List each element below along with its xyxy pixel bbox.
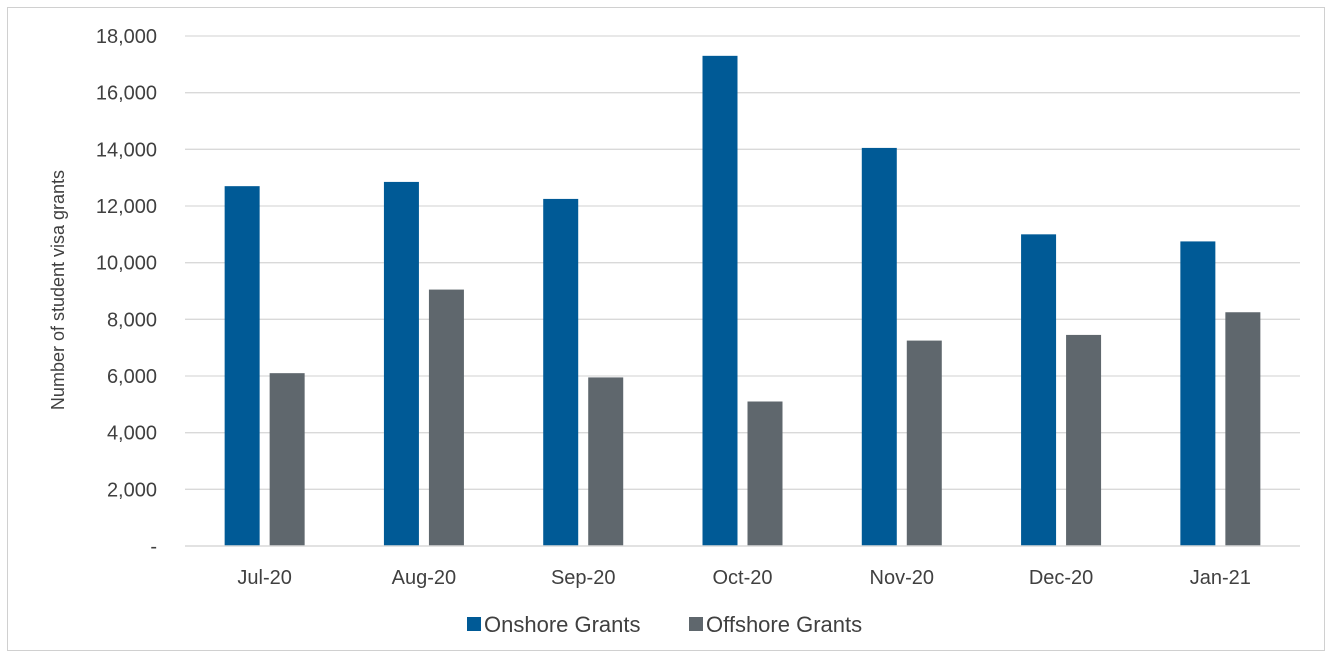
onshore-bar-jan-21 [1180,241,1216,546]
legend-swatch [689,617,703,631]
legend: Onshore Grants Offshore Grants [467,612,862,637]
onshore-bar-aug-20 [383,181,419,546]
y-tick-label: 16,000 [96,83,157,105]
legend-label: Offshore Grants [706,612,862,637]
y-tick-label: 14,000 [96,139,157,161]
bars [224,55,1261,547]
x-tick-label: Jul-20 [237,567,291,589]
offshore-bar-nov-20 [906,340,942,546]
onshore-bar-dec-20 [1021,234,1057,547]
y-tick-label: 4,000 [107,423,157,445]
x-tick-label: Jan-21 [1190,567,1251,589]
y-tick-label: 18,000 [96,26,157,48]
offshore-bar-oct-20 [747,401,783,546]
onshore-bar-jul-20 [224,186,260,546]
onshore-bar-nov-20 [861,147,897,546]
y-axis-title: Number of student visa grants [48,170,68,410]
x-tick-label: Oct-20 [712,567,772,589]
legend-label: Onshore Grants [484,612,641,637]
legend-swatch [467,617,481,631]
y-tick-label: - [150,536,157,558]
offshore-bar-sep-20 [588,377,624,546]
x-tick-label: Nov-20 [870,567,934,589]
y-tick-label: 12,000 [96,196,157,218]
gridlines [185,35,1300,490]
x-tick-label: Sep-20 [551,567,616,589]
y-tick-label: 8,000 [107,309,157,331]
onshore-bar-sep-20 [543,198,579,546]
x-tick-label: Aug-20 [392,567,457,589]
offshore-bar-dec-20 [1066,334,1102,546]
y-tick-label: 10,000 [96,253,157,275]
y-tick-label: 2,000 [107,479,157,501]
offshore-bar-aug-20 [428,289,464,546]
y-axis-ticks: - 2,000 4,000 6,000 8,000 10,000 12,000 14,000 1… [96,26,157,558]
offshore-bar-jan-21 [1225,312,1261,546]
x-axis-ticks: Jul-20 Aug-20 Sep-20 Oct-20 Nov-20 Dec-20 Jan-… [237,567,1251,589]
y-tick-label: 6,000 [107,366,157,388]
x-tick-label: Dec-20 [1029,567,1093,589]
onshore-bar-oct-20 [702,55,738,546]
offshore-bar-jul-20 [269,373,305,546]
